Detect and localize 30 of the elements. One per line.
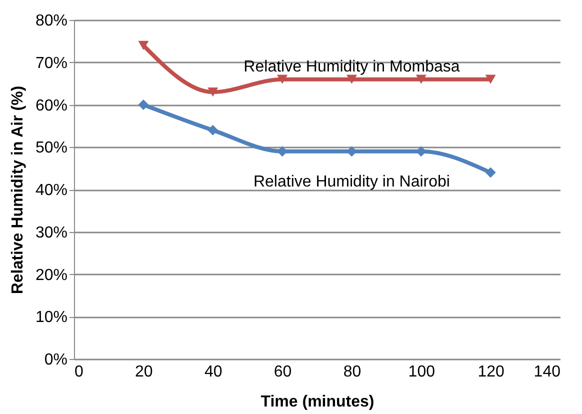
x-tick-label: 0 [74,364,84,380]
point [416,74,426,84]
point [485,74,496,84]
y-tick-label: 60% [35,97,68,114]
x-tick-label: 40 [204,364,222,380]
point [138,100,149,110]
y-axis-title: Relative Humidity in Air (%) [9,86,26,294]
x-tick-label: 20 [135,364,153,380]
series-label: Relative Humidity in Nairobi [253,173,450,190]
y-tick-label: 10% [35,309,68,326]
x-tick-label: 140 [534,364,561,380]
point [208,124,218,136]
x-tick-label: 60 [274,364,292,380]
y-tick-label: 40% [35,182,68,199]
y-tick-label: 30% [35,224,68,242]
y-tick-label: 0% [44,352,68,368]
x-tick-label: 100 [408,364,436,380]
y-tick-label: 20% [35,266,68,284]
y-tick-label: 80% [35,12,68,30]
point [346,74,357,84]
series-label: Relative Humidity in Mombasa [244,58,460,76]
point [208,87,218,97]
point [138,40,149,50]
x-axis-title: Time (minutes) [260,394,374,410]
x-tick-label: 120 [478,364,505,380]
point [277,74,288,84]
x-tick-label: 80 [343,364,362,380]
y-tick-label: 50% [35,140,68,157]
y-tick-label: 70% [35,54,68,72]
point [485,167,496,178]
